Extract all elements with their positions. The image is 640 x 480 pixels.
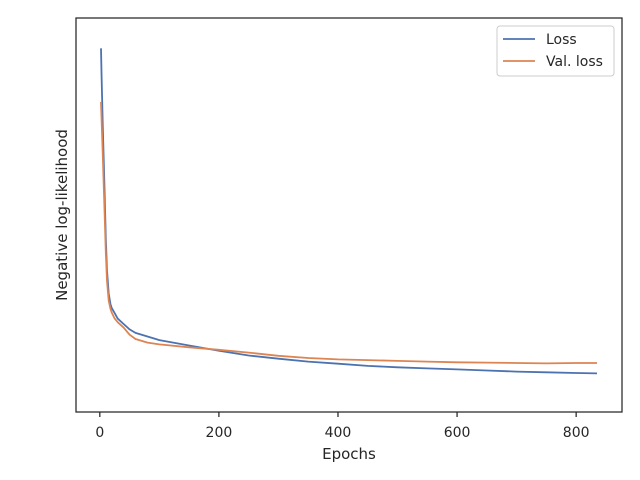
x-tick-label: 400	[325, 425, 352, 441]
x-tick-label: 200	[206, 425, 233, 441]
y-axis-label: Negative log-likelihood	[53, 129, 71, 301]
x-tick-label: 0	[95, 425, 104, 441]
series-line-val-loss	[100, 101, 597, 365]
plot-frame	[75, 17, 623, 413]
x-axis-label: Epochs	[322, 445, 376, 463]
x-axis-ticks: 0 200 400 600 800	[95, 412, 590, 441]
legend-loss-label: Loss	[546, 32, 577, 48]
x-tick-label: 600	[444, 425, 471, 441]
legend: Loss Val. loss	[496, 25, 615, 77]
x-tick-label: 800	[563, 425, 590, 441]
plot-lines	[100, 48, 598, 375]
legend-val-loss-label: Val. loss	[546, 54, 603, 70]
